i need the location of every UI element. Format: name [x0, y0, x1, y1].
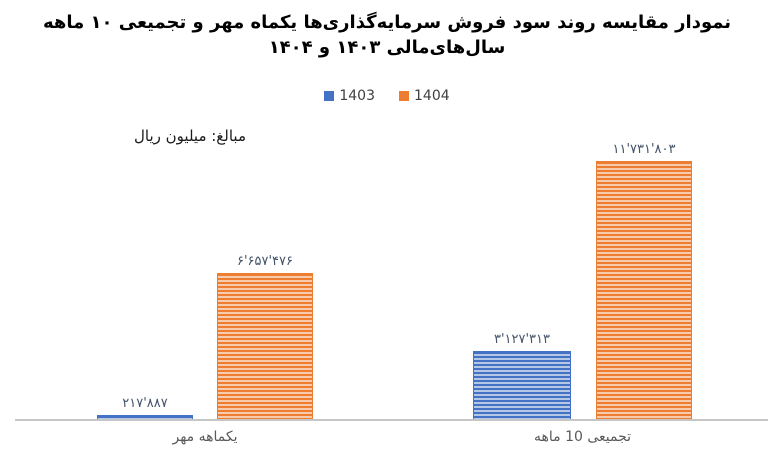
- bar-1404-cumulative: [596, 161, 692, 420]
- bar-column-1404-cumulative: ۱۱'۷۳۱'۸۰۳: [596, 142, 692, 420]
- legend-label-1404: 1404: [414, 88, 450, 104]
- legend-label-1403: 1403: [339, 88, 375, 104]
- bar-value-label-1403-mehr: ۲۱۷'۸۸۷: [122, 396, 168, 411]
- bar-1403-cumulative: [473, 351, 571, 420]
- bar-value-label-1403-cumulative: ۳'۱۲۷'۳۱۳: [493, 332, 551, 347]
- legend-swatch-blue-icon: [324, 91, 335, 101]
- legend-item-1404: 1404: [399, 88, 450, 104]
- bar-1404-mehr: [217, 273, 313, 420]
- units-label: مبالغ: میلیون ریال: [134, 127, 246, 145]
- chart-legend: 1403 1404: [0, 88, 774, 104]
- category-label-cumulative: تجمیعی 10 ماهه: [533, 429, 632, 445]
- legend-swatch-orange-icon: [399, 91, 409, 101]
- bar-column-1404-mehr: ۶'۶۵۷'۴۷۶: [217, 254, 313, 420]
- chart-title: نمودار مقایسه روند سود فروش سرمایه‌گذاری…: [42, 12, 732, 59]
- bar-value-label-1404-cumulative: ۱۱'۷۳۱'۸۰۳: [612, 142, 676, 157]
- bar-value-label-1404-mehr: ۶'۶۵۷'۴۷۶: [236, 254, 294, 269]
- x-axis-line: [15, 419, 768, 421]
- bar-column-1403-cumulative: ۳'۱۲۷'۳۱۳: [473, 332, 571, 420]
- bar-column-1403-mehr: ۲۱۷'۸۸۷: [97, 396, 193, 420]
- category-label-mehr: یکماهه مهر: [172, 429, 238, 445]
- legend-item-1403: 1403: [324, 88, 375, 104]
